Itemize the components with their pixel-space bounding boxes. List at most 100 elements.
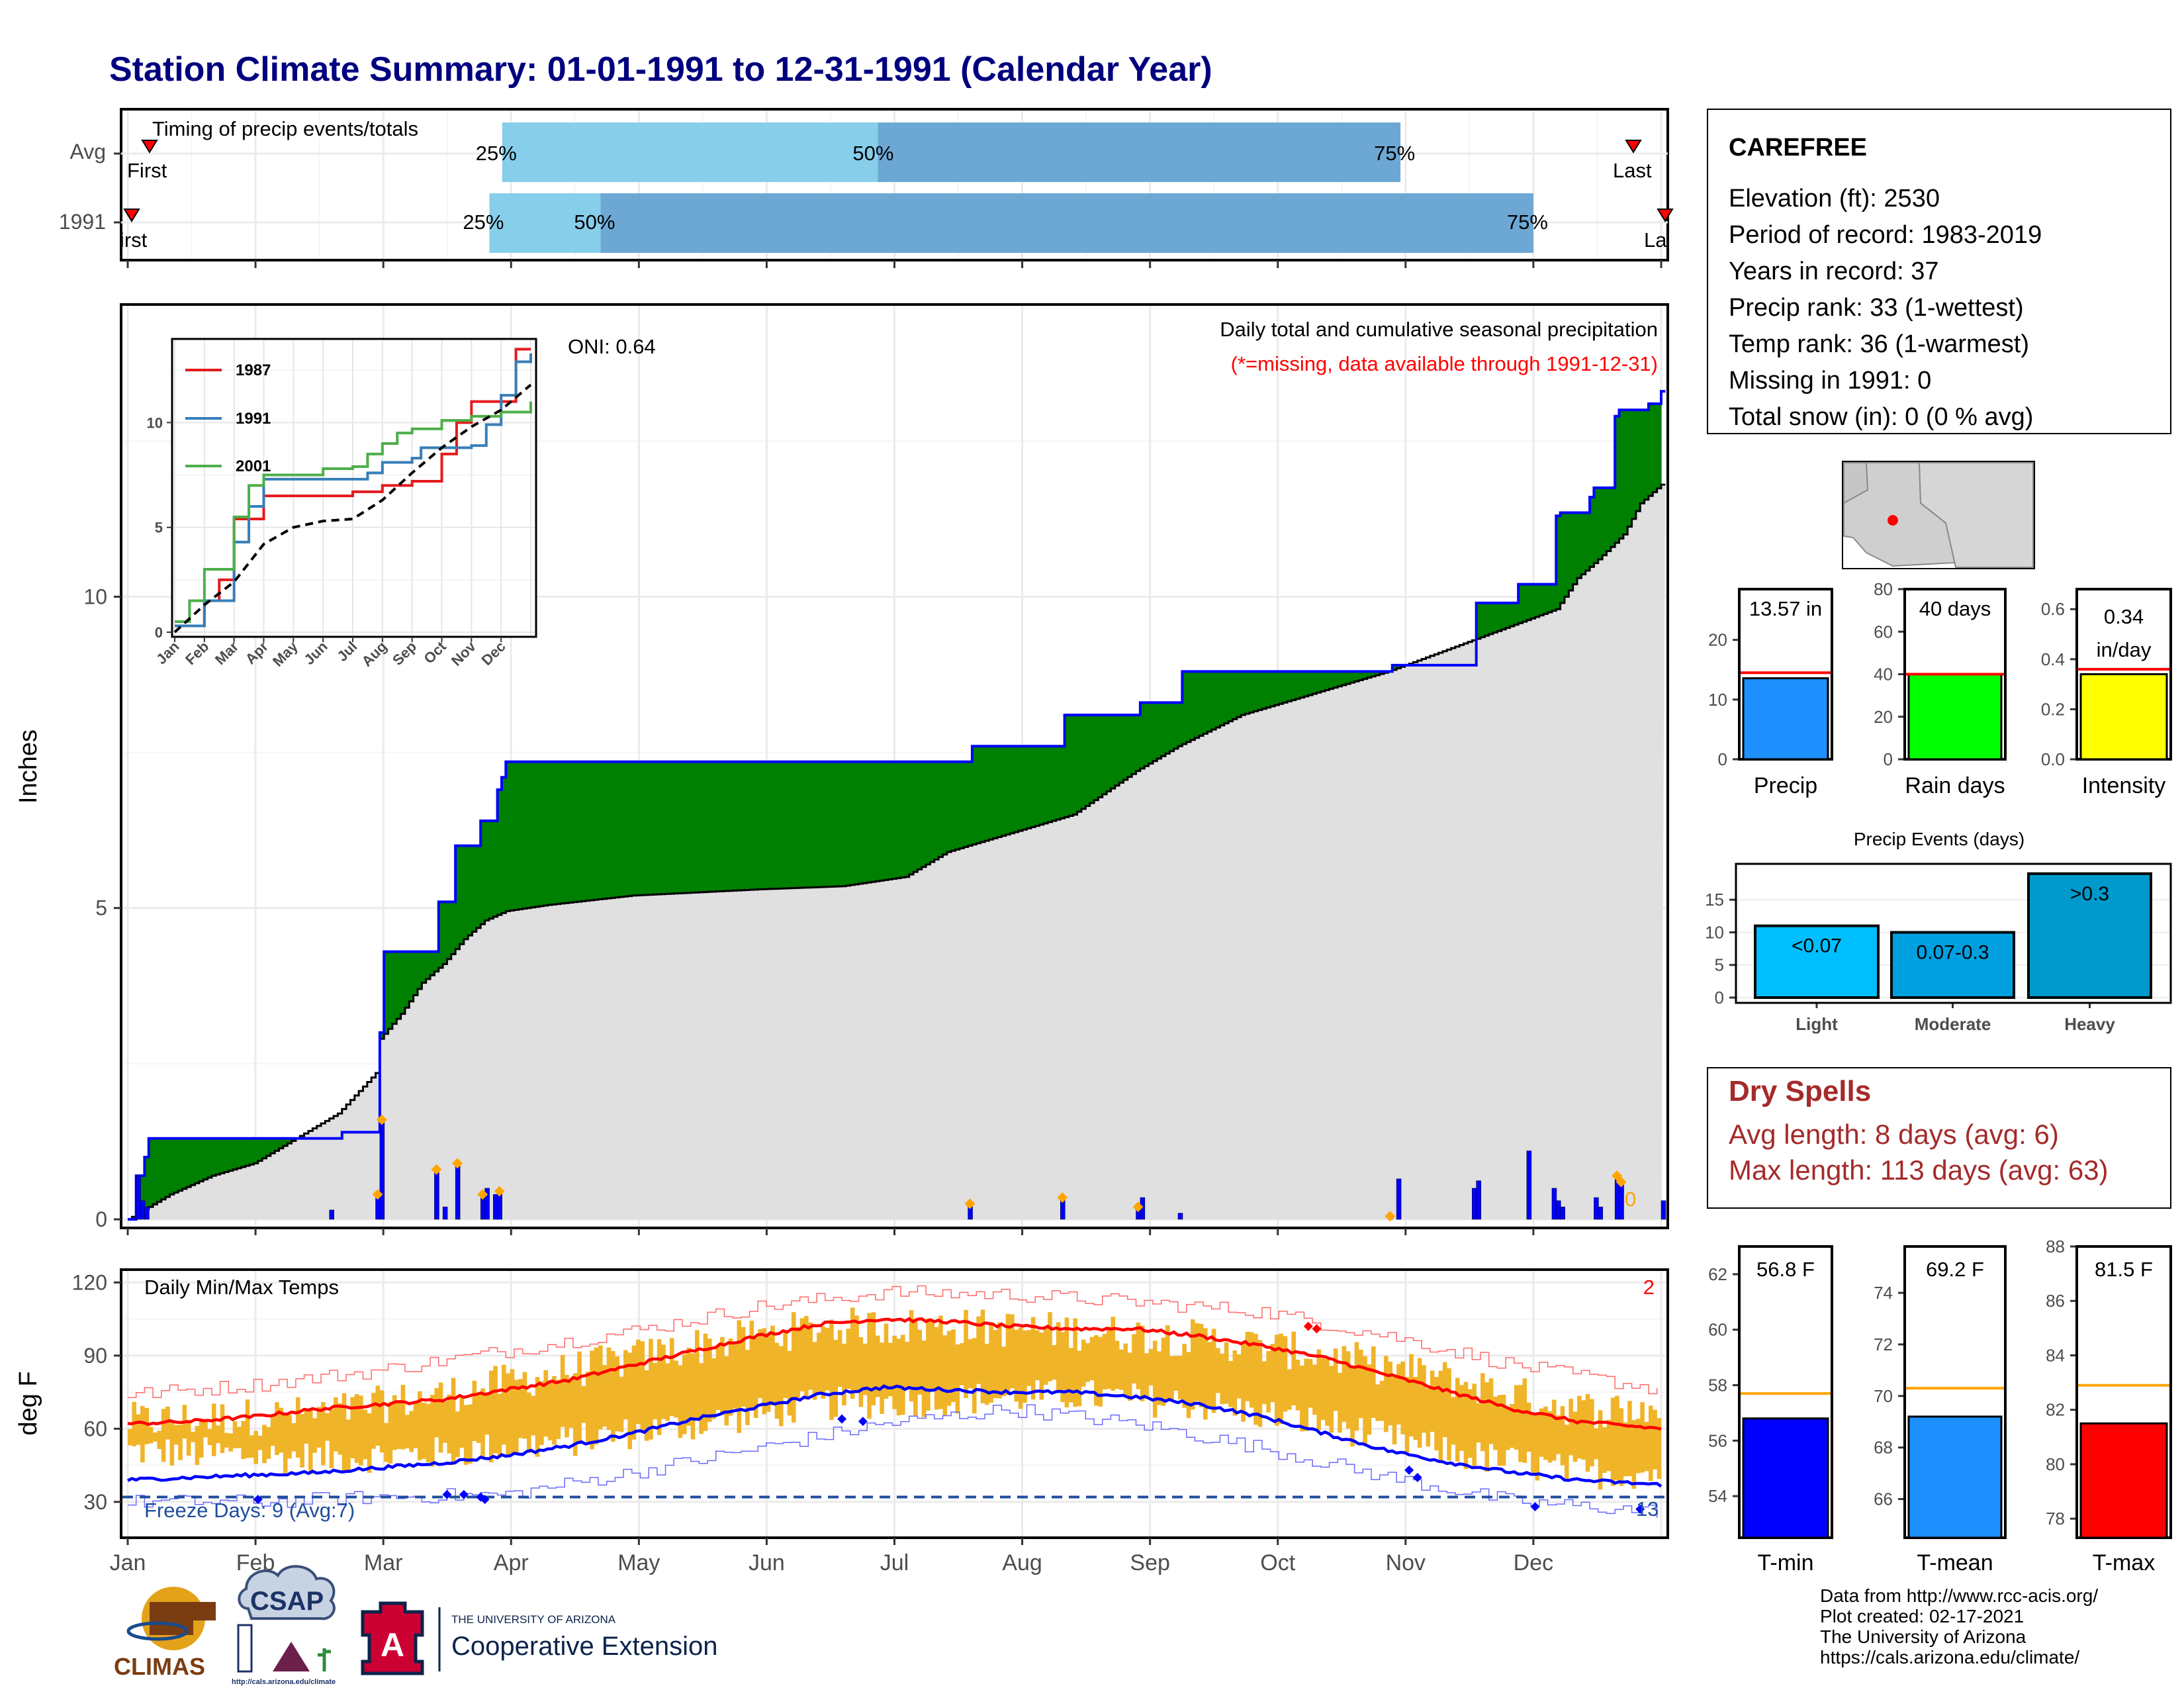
surplus-fill xyxy=(552,761,557,905)
daily-precip-bar xyxy=(329,1209,334,1220)
temp-summary-y-tick-label: 56 xyxy=(1708,1430,1727,1450)
daily-temp-bar xyxy=(308,1409,313,1475)
daily-temp-bar xyxy=(1657,1418,1662,1479)
surplus-fill xyxy=(1564,512,1569,597)
summary-bar xyxy=(2079,673,2168,761)
daily-temp-bar xyxy=(1102,1334,1107,1389)
surplus-fill xyxy=(598,761,603,900)
csap-flag-icon xyxy=(237,1624,253,1673)
surplus-fill xyxy=(980,746,985,843)
surplus-fill xyxy=(741,761,746,890)
surplus-fill xyxy=(690,761,696,893)
surplus-fill xyxy=(993,746,998,839)
daily-temp-bar xyxy=(169,1421,175,1466)
daily-temp-bar xyxy=(1132,1334,1136,1383)
daily-temp-bar xyxy=(321,1402,326,1466)
events-title: Precip Events (days) xyxy=(1854,829,2025,849)
surplus-fill xyxy=(1585,512,1590,571)
csap-mountain-icon xyxy=(273,1642,310,1671)
missing-count: 0 xyxy=(1625,1188,1636,1211)
daily-temp-bar xyxy=(585,1372,590,1442)
daily-temp-bar xyxy=(657,1339,662,1435)
daily-precip-bar xyxy=(379,1119,385,1220)
surplus-fill xyxy=(959,761,964,849)
daily-temp-bar xyxy=(1287,1369,1292,1410)
inset-lines xyxy=(173,348,532,633)
daily-temp-bar xyxy=(279,1407,284,1453)
daily-temp-bar xyxy=(887,1342,893,1397)
daily-temp-bar xyxy=(884,1323,889,1399)
surplus-fill xyxy=(1283,671,1288,703)
precip-y-axis: 0 5 10 xyxy=(83,585,121,1231)
record-low-marker-icon xyxy=(1412,1472,1422,1482)
record-low-marker-icon xyxy=(837,1414,847,1424)
surplus-fill xyxy=(191,1138,196,1186)
temp-summary-bars: 54 56 58 60 62 56.8 F T-min 66 68 70 72 74 69.2 F T-m… xyxy=(1708,1237,2172,1575)
daily-precip-bar xyxy=(1396,1178,1402,1220)
daily-temp-bar xyxy=(1325,1358,1330,1427)
surplus-fill xyxy=(737,761,742,891)
daily-temp-bar xyxy=(161,1409,166,1462)
surplus-fill xyxy=(543,761,549,906)
surplus-fill xyxy=(631,761,637,896)
daily-temp-bar xyxy=(539,1381,544,1445)
daily-temp-bar xyxy=(1375,1384,1380,1421)
surplus-fill xyxy=(1111,715,1116,789)
daily-temp-bar xyxy=(875,1335,880,1397)
daily-temp-bar xyxy=(1510,1403,1515,1448)
surplus-fill xyxy=(560,761,565,904)
surplus-fill xyxy=(602,761,608,899)
daily-temp-bar xyxy=(724,1356,729,1426)
surplus-fill xyxy=(938,761,944,857)
daily-temp-bar xyxy=(359,1395,363,1466)
temp-summary-y-tick-label: 68 xyxy=(1874,1438,1893,1458)
timing-label-25: 25% xyxy=(476,142,517,165)
surplus-fill xyxy=(829,761,835,887)
events-y-tick-label: 5 xyxy=(1715,955,1724,975)
temp-y-tick-label: 90 xyxy=(83,1344,107,1368)
daily-temp-bar xyxy=(690,1353,696,1440)
surplus-fill xyxy=(178,1138,183,1191)
daily-temp-bar xyxy=(783,1332,788,1399)
surplus-fill xyxy=(892,761,897,879)
surplus-fill xyxy=(694,761,700,893)
daily-temp-bar xyxy=(1249,1332,1254,1408)
surplus-fill xyxy=(459,845,465,945)
surplus-fill xyxy=(140,1176,145,1212)
surplus-fill xyxy=(661,761,666,894)
surplus-fill xyxy=(1211,671,1216,730)
daily-temp-bar xyxy=(930,1320,935,1389)
surplus-fill xyxy=(858,761,864,884)
surplus-fill xyxy=(1619,410,1624,539)
daily-temp-bar xyxy=(1506,1407,1510,1450)
surplus-fill xyxy=(917,761,923,870)
surplus-fill xyxy=(165,1138,171,1197)
daily-temp-bar xyxy=(506,1373,510,1456)
surplus-fill xyxy=(1107,715,1112,792)
daily-temp-bar xyxy=(1396,1364,1401,1425)
temp-plot xyxy=(122,1285,1666,1519)
surplus-fill xyxy=(476,845,481,928)
daily-temp-bar xyxy=(1417,1358,1422,1448)
missing-marker-icon xyxy=(1132,1201,1144,1213)
timing-bar-50-75 xyxy=(600,193,1533,253)
surplus-fill xyxy=(1644,410,1649,500)
daily-temp-bar xyxy=(1569,1399,1573,1456)
surplus-fill xyxy=(283,1138,288,1147)
daily-temp-bar xyxy=(796,1327,800,1398)
surplus-fill xyxy=(682,761,687,894)
daily-temp-bar xyxy=(1379,1380,1385,1421)
summary-y-tick-label: 80 xyxy=(1874,579,1893,599)
daily-temp-bar xyxy=(1304,1358,1309,1431)
surplus-fill xyxy=(1333,671,1338,688)
surplus-fill xyxy=(627,761,633,896)
daily-temp-bar xyxy=(426,1403,431,1463)
surplus-fill xyxy=(404,951,410,1008)
daily-temp-bar xyxy=(312,1418,317,1453)
daily-temp-bar xyxy=(1358,1350,1363,1419)
surplus-fill xyxy=(514,761,519,910)
surplus-fill xyxy=(186,1138,191,1188)
dry-spells-avg: Avg length: 8 days (avg: 6) xyxy=(1729,1119,2059,1150)
surplus-fill xyxy=(783,761,788,889)
